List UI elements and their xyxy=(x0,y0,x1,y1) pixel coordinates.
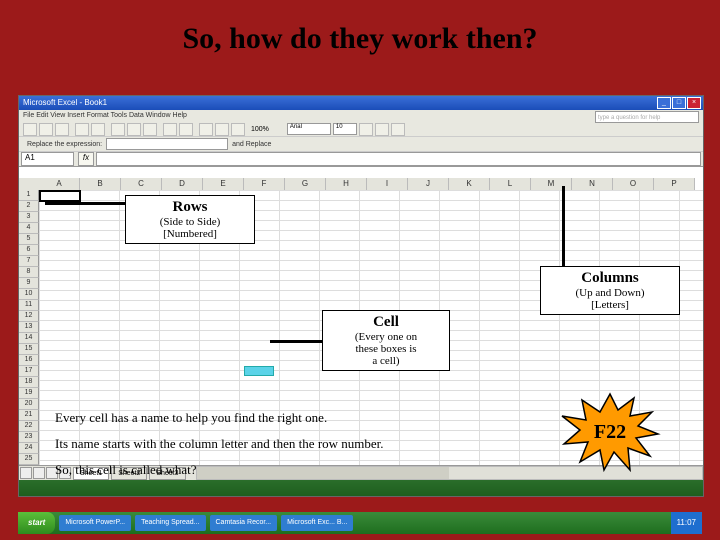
minimize-icon[interactable]: _ xyxy=(657,97,671,109)
app-titlebar: Microsoft Excel - Book1 _ □ × xyxy=(19,96,703,110)
sort-icon[interactable] xyxy=(215,123,229,136)
close-icon[interactable]: × xyxy=(687,97,701,109)
fx-icon[interactable]: fx xyxy=(78,152,94,166)
font-size-box[interactable]: 10 xyxy=(333,123,357,135)
help-question-box[interactable]: type a question for help xyxy=(595,111,699,123)
row-header-21[interactable]: 21 xyxy=(19,410,39,421)
chart-icon[interactable] xyxy=(231,123,245,136)
callout-rows: Rows (Side to Side) [Numbered] xyxy=(125,195,255,244)
open-icon[interactable] xyxy=(39,123,53,136)
row-header-11[interactable]: 11 xyxy=(19,300,39,311)
find-replace-bar[interactable]: Replace the expression: and Replace xyxy=(19,137,703,152)
autosum-icon[interactable] xyxy=(199,123,213,136)
maximize-icon[interactable]: □ xyxy=(672,97,686,109)
row-header-15[interactable]: 15 xyxy=(19,344,39,355)
row-header-20[interactable]: 20 xyxy=(19,399,39,410)
body-line-3: So, this cell is called what? xyxy=(55,462,197,478)
callout-cell-l3: a cell) xyxy=(331,355,441,367)
taskbar-item-powerpoint[interactable]: Microsoft PowerP... xyxy=(59,515,131,531)
bold-icon[interactable] xyxy=(359,123,373,136)
taskbar-item-excel[interactable]: Microsoft Exc... B... xyxy=(281,515,353,531)
callout-cell-h: Cell xyxy=(331,314,441,331)
slide-title: So, how do they work then? xyxy=(0,0,720,56)
undo-icon[interactable] xyxy=(163,123,177,136)
row-header-12[interactable]: 12 xyxy=(19,311,39,322)
column-headers[interactable]: ABCDEFGHIJKLMNOP xyxy=(39,178,703,190)
menubar-items[interactable]: File Edit View Insert Format Tools Data … xyxy=(23,112,187,119)
paste-icon[interactable] xyxy=(143,123,157,136)
menubar[interactable]: File Edit View Insert Format Tools Data … xyxy=(19,110,703,122)
formula-bar: A1 fx xyxy=(19,152,703,167)
active-cell-a1[interactable] xyxy=(39,190,81,202)
row-header-25[interactable]: 25 xyxy=(19,454,39,465)
row-header-3[interactable]: 3 xyxy=(19,212,39,223)
row-header-6[interactable]: 6 xyxy=(19,245,39,256)
row-header-17[interactable]: 17 xyxy=(19,366,39,377)
copy-icon[interactable] xyxy=(127,123,141,136)
app-title: Microsoft Excel - Book1 xyxy=(23,98,107,107)
save-icon[interactable] xyxy=(55,123,69,136)
find-input[interactable] xyxy=(106,138,228,150)
row-header-4[interactable]: 4 xyxy=(19,223,39,234)
tab-nav-prev-icon[interactable] xyxy=(33,467,45,479)
taskbar-item-camtasia[interactable]: Camtasia Recor... xyxy=(210,515,278,531)
find-label: Replace the expression: xyxy=(27,141,102,148)
row-header-16[interactable]: 16 xyxy=(19,355,39,366)
row-header-5[interactable]: 5 xyxy=(19,234,39,245)
row-header-23[interactable]: 23 xyxy=(19,432,39,443)
name-box[interactable]: A1 xyxy=(21,152,74,166)
answer-burst: F22 xyxy=(555,392,665,472)
row-header-19[interactable]: 19 xyxy=(19,388,39,399)
slide-root: So, how do they work then? Microsoft Exc… xyxy=(0,0,720,540)
body-line-1: Every cell has a name to help you find t… xyxy=(55,410,327,426)
callout-cell-l1: (Every one on xyxy=(331,331,441,343)
row-header-9[interactable]: 9 xyxy=(19,278,39,289)
replace-label: and Replace xyxy=(232,141,271,148)
tab-nav-first-icon[interactable] xyxy=(20,467,32,479)
tray-clock: 11:07 xyxy=(677,518,696,527)
start-button[interactable]: start xyxy=(18,512,55,534)
row-header-7[interactable]: 7 xyxy=(19,256,39,267)
callout-cell-l2: these boxes is xyxy=(331,343,441,355)
callout-cols-h: Columns xyxy=(549,270,671,287)
callout-cell: Cell (Every one on these boxes is a cell… xyxy=(322,310,450,371)
row-header-22[interactable]: 22 xyxy=(19,421,39,432)
taskbar-item-teaching[interactable]: Teaching Spread... xyxy=(135,515,205,531)
window-buttons: _ □ × xyxy=(657,97,701,109)
row-headers[interactable]: 1234567891011121314151617181920212223242… xyxy=(19,190,39,487)
excel-statusbar xyxy=(19,480,703,496)
callout-rows-l2: [Numbered] xyxy=(134,228,246,240)
formula-input[interactable] xyxy=(96,152,701,166)
rows-leader xyxy=(45,202,125,205)
new-icon[interactable] xyxy=(23,123,37,136)
callout-columns: Columns (Up and Down) [Letters] xyxy=(540,266,680,315)
callout-rows-h: Rows xyxy=(134,199,246,216)
highlighted-cell xyxy=(244,366,274,376)
font-name-box[interactable]: Arial xyxy=(287,123,331,135)
standard-toolbar[interactable]: 100% Arial 10 xyxy=(19,122,703,137)
row-header-2[interactable]: 2 xyxy=(19,201,39,212)
body-line-2: Its name starts with the column letter a… xyxy=(55,436,384,452)
row-header-24[interactable]: 24 xyxy=(19,443,39,454)
row-header-1[interactable]: 1 xyxy=(19,190,39,201)
system-tray[interactable]: 11:07 xyxy=(671,512,702,534)
italic-icon[interactable] xyxy=(375,123,389,136)
cell-leader xyxy=(270,340,324,343)
callout-rows-l1: (Side to Side) xyxy=(134,216,246,228)
callout-cols-l1: (Up and Down) xyxy=(549,287,671,299)
print-icon[interactable] xyxy=(75,123,89,136)
row-header-18[interactable]: 18 xyxy=(19,377,39,388)
row-header-10[interactable]: 10 xyxy=(19,289,39,300)
underline-icon[interactable] xyxy=(391,123,405,136)
redo-icon[interactable] xyxy=(179,123,193,136)
callout-cols-l2: [Letters] xyxy=(549,299,671,311)
row-header-13[interactable]: 13 xyxy=(19,322,39,333)
cut-icon[interactable] xyxy=(111,123,125,136)
windows-taskbar: start Microsoft PowerP... Teaching Sprea… xyxy=(18,512,702,534)
burst-label: F22 xyxy=(555,392,665,472)
row-header-8[interactable]: 8 xyxy=(19,267,39,278)
columns-leader xyxy=(562,186,565,266)
row-header-14[interactable]: 14 xyxy=(19,333,39,344)
preview-icon[interactable] xyxy=(91,123,105,136)
